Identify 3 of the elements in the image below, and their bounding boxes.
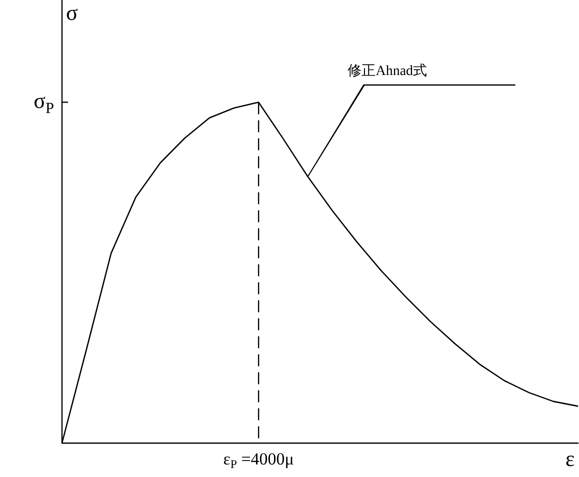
- y-axis-title: σ: [66, 0, 78, 25]
- text: 修正Ahnad式: [348, 62, 428, 79]
- x-axis-title: ε: [565, 446, 575, 471]
